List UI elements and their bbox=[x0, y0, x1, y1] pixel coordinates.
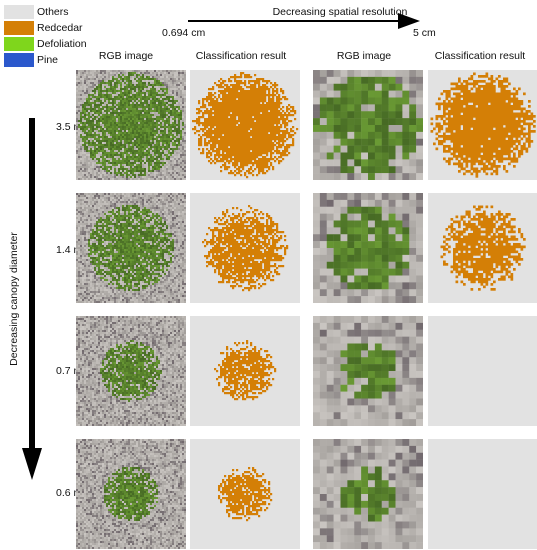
tile-rgb-low-res-0-6m bbox=[313, 439, 423, 549]
legend-swatch bbox=[4, 21, 34, 35]
tile-classification-low-res-0-6m bbox=[428, 439, 537, 549]
row-label-3-5m: 3.5 m bbox=[56, 121, 83, 133]
canopy-arrow bbox=[22, 118, 42, 480]
legend-swatch bbox=[4, 5, 34, 19]
legend-label: Others bbox=[37, 6, 69, 18]
tile-rgb-low-res-3-5m bbox=[313, 70, 423, 180]
legend-label: Defoliation bbox=[37, 38, 87, 50]
resolution-axis-label: Decreasing spatial resolution bbox=[272, 6, 408, 18]
tile-rgb-high-res-0-6m bbox=[76, 439, 186, 549]
tile-classification-high-res-3-5m bbox=[190, 70, 300, 180]
tile-classification-high-res-0-6m bbox=[190, 439, 300, 549]
tile-classification-low-res-3-5m bbox=[428, 70, 537, 180]
legend-swatch bbox=[4, 53, 34, 67]
tile-classification-low-res-0-7m bbox=[428, 316, 537, 426]
row-label-0-6m: 0.6 m bbox=[56, 487, 83, 499]
tile-classification-high-res-0-7m bbox=[190, 316, 300, 426]
column-header-classification-low: Classification result bbox=[434, 50, 526, 62]
column-header-rgb-low: RGB image bbox=[336, 50, 392, 62]
tile-classification-high-res-1-4m bbox=[190, 193, 300, 303]
legend-item-others: Others bbox=[4, 5, 144, 21]
tile-rgb-high-res-3-5m bbox=[76, 70, 186, 180]
row-label-1-4m: 1.4 m bbox=[56, 244, 83, 256]
column-header-rgb-high: RGB image bbox=[98, 50, 154, 62]
legend-label: Pine bbox=[37, 54, 59, 66]
legend-swatch bbox=[4, 37, 34, 51]
legend-item-redcedar: Redcedar bbox=[4, 21, 144, 37]
resolution-end-label: 5 cm bbox=[413, 27, 436, 39]
canopy-axis-label: Decreasing canopy diameter bbox=[8, 232, 20, 366]
legend-item-pine: Pine bbox=[4, 53, 144, 69]
tile-rgb-low-res-1-4m bbox=[313, 193, 423, 303]
resolution-arrow bbox=[188, 13, 420, 29]
resolution-start-label: 0.694 cm bbox=[162, 27, 206, 39]
legend-item-defoliation: Defoliation bbox=[4, 37, 144, 53]
column-header-classification-high: Classification result bbox=[195, 50, 287, 62]
tile-classification-low-res-1-4m bbox=[428, 193, 537, 303]
row-label-0-7m: 0.7 m bbox=[56, 365, 83, 377]
tile-rgb-high-res-1-4m bbox=[76, 193, 186, 303]
legend-label: Redcedar bbox=[37, 22, 83, 34]
tile-rgb-low-res-0-7m bbox=[313, 316, 423, 426]
tile-rgb-high-res-0-7m bbox=[76, 316, 186, 426]
